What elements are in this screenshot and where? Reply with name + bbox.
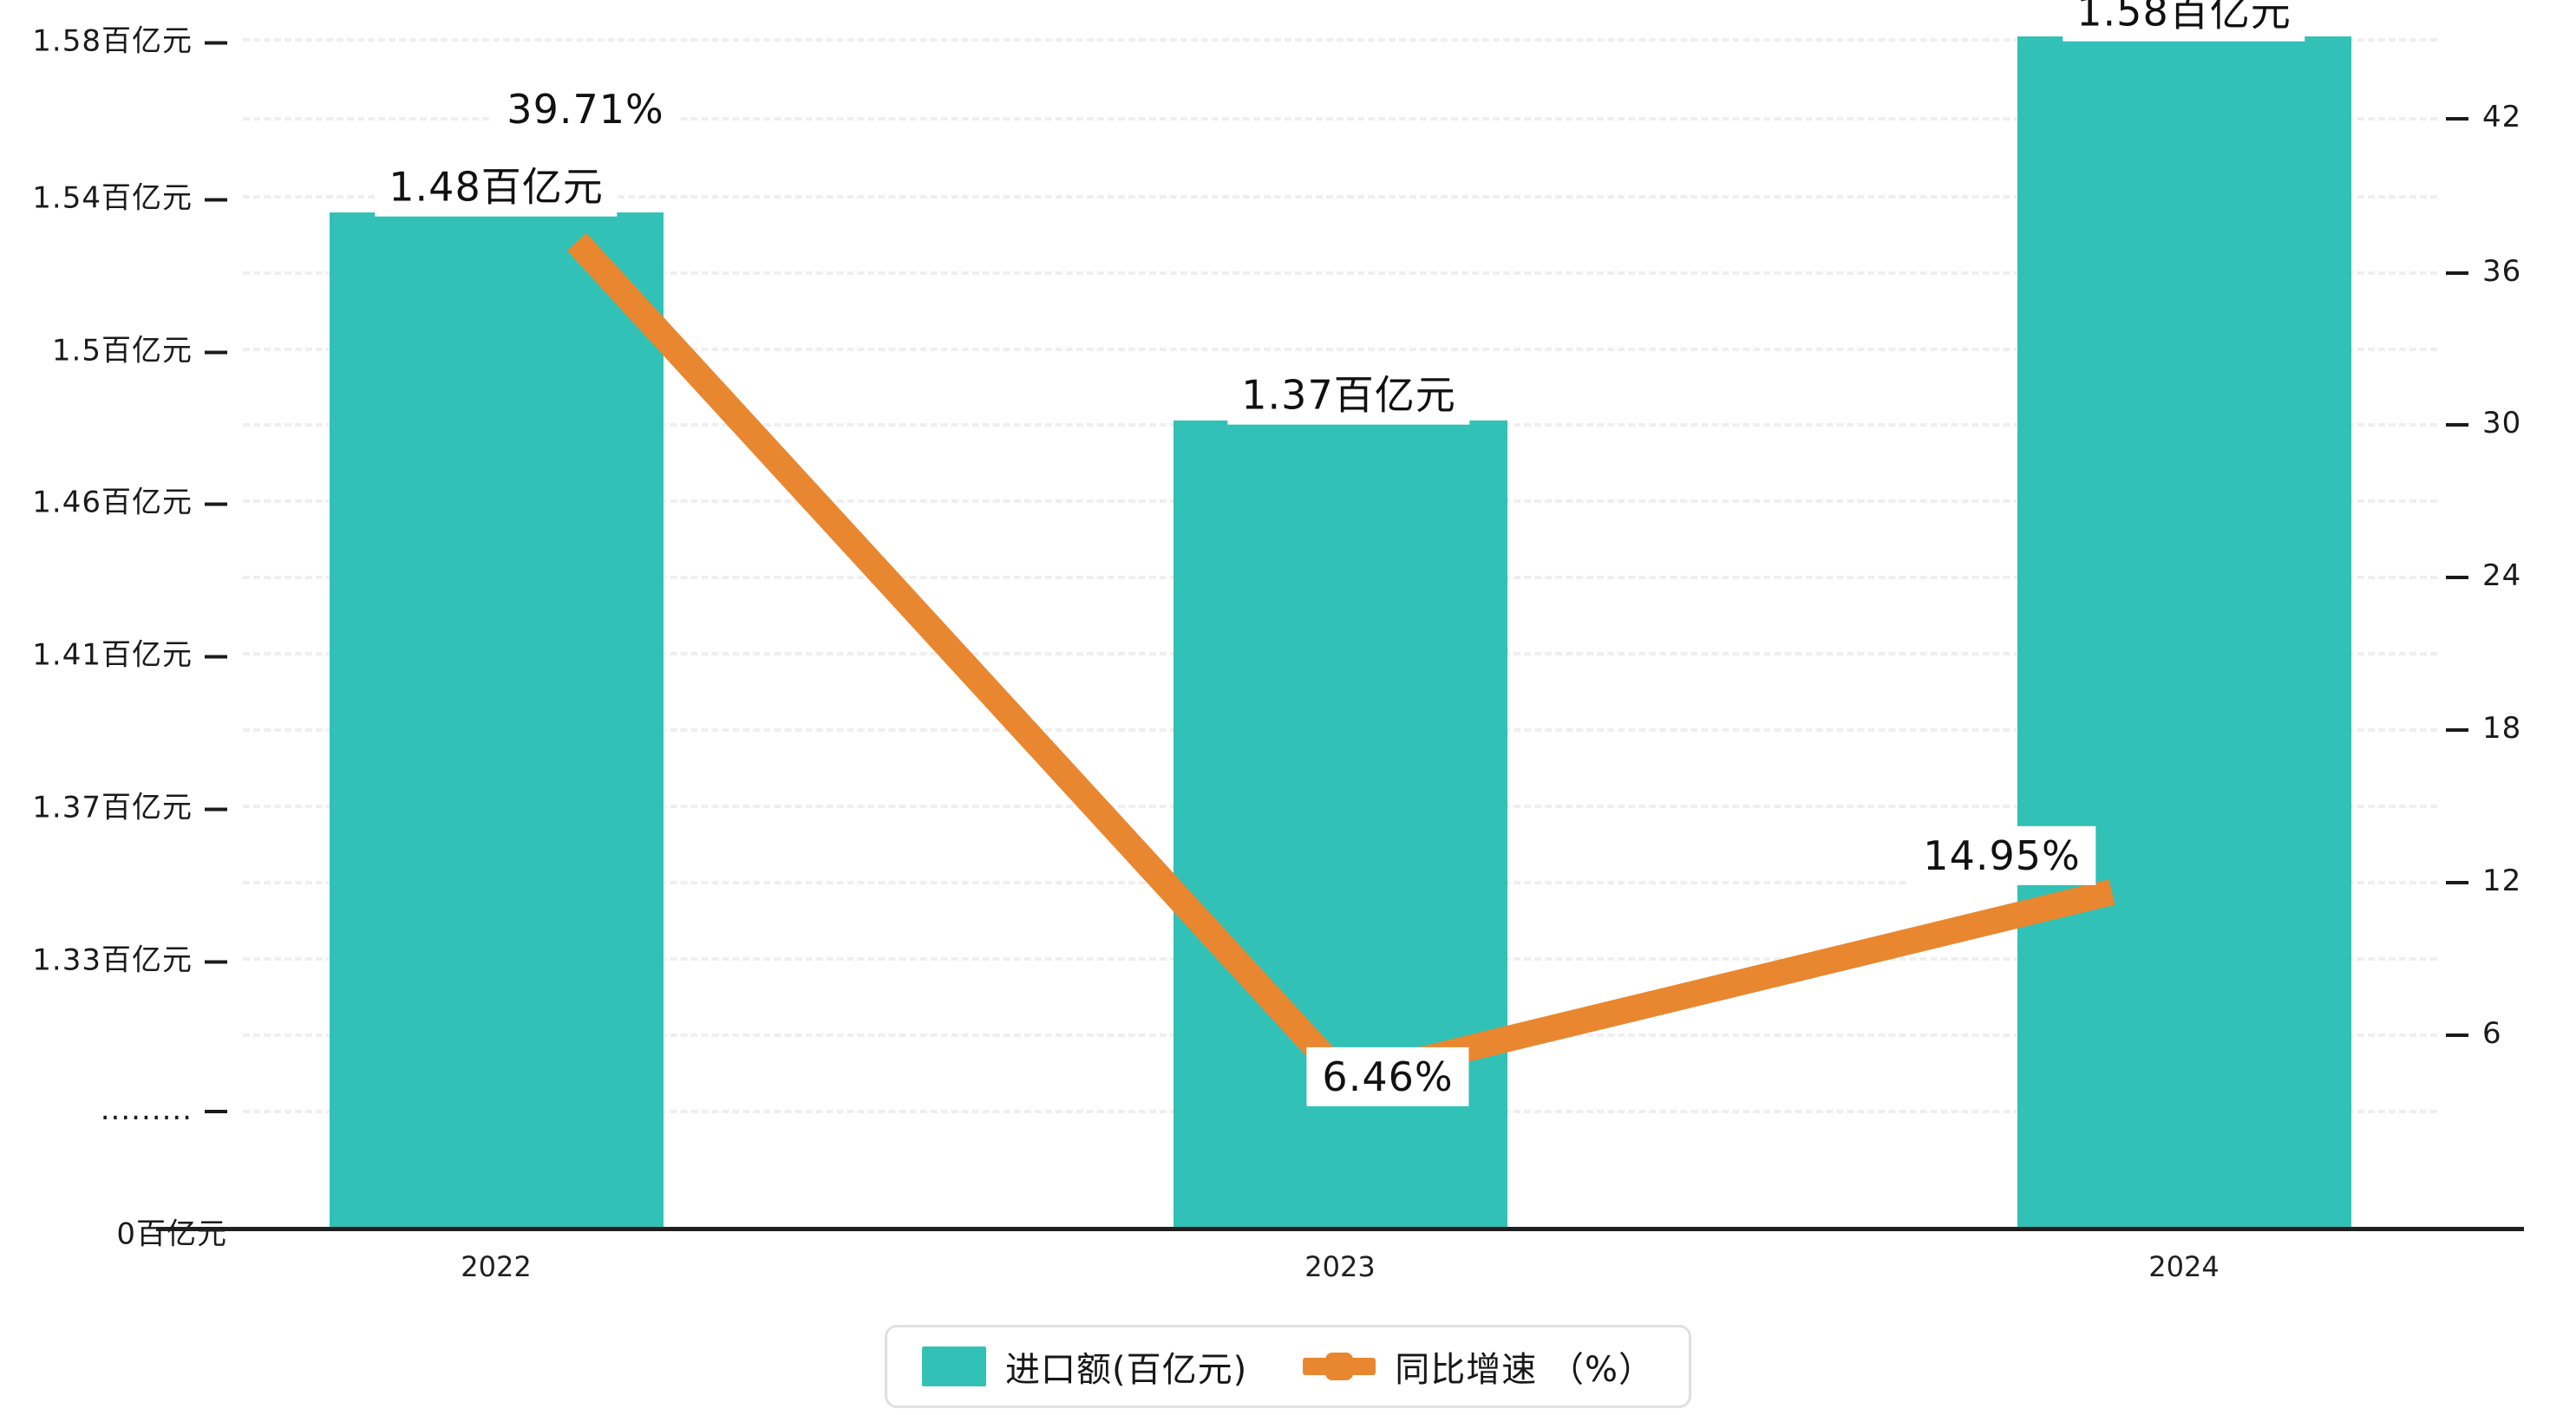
line-value-text: 39.71%	[507, 85, 664, 133]
gridline	[243, 38, 2437, 42]
y-axis-right-tick-label: 18	[2482, 711, 2522, 746]
legend-item-growth-rate[interactable]: 同比增速 （%）	[1303, 1341, 1654, 1392]
plot-area: 1.58百亿元 1.54百亿元 1.5百亿元 1.46百亿元 1.41百亿元 1…	[32, 0, 2524, 1283]
tick-mark-icon	[205, 350, 227, 354]
y-axis-left-tick-label: 1.33百亿元	[32, 942, 193, 978]
tick-mark-icon	[205, 502, 227, 505]
y-axis-right-tick-label: 42	[2482, 100, 2522, 134]
y-axis-left-tick: 1.5百亿元	[52, 327, 243, 369]
legend-bar-swatch-icon	[922, 1347, 987, 1386]
y-axis-left-tick-label: 1.58百亿元	[32, 23, 193, 59]
y-axis-left-tick-label: 1.54百亿元	[32, 180, 193, 216]
legend-label-growth-rate: 同比增速 （%）	[1395, 1350, 1654, 1390]
y-axis-right-tick: 12	[2437, 864, 2521, 898]
tick-mark-icon	[205, 807, 227, 811]
tick-mark-icon	[2446, 116, 2468, 121]
bar-2024[interactable]	[2017, 36, 2351, 1231]
bar-value-label-2023: 1.37百亿元	[1227, 370, 1470, 425]
y-axis-right-tick: 18	[2437, 711, 2521, 746]
tick-mark-icon	[2446, 575, 2468, 579]
x-axis-tick-2023: 2023	[1304, 1250, 1376, 1283]
y-axis-right-tick-label: 24	[2482, 558, 2522, 593]
x-axis-line-extension-right	[2437, 1227, 2524, 1231]
gridline	[243, 195, 2437, 199]
y-axis-left-tick: 1.37百亿元	[32, 784, 243, 826]
y-axis-left-tick-label: 1.5百亿元	[51, 333, 193, 368]
y-axis-left-tick: 1.33百亿元	[32, 936, 243, 979]
tick-mark-icon	[205, 41, 227, 44]
tick-mark-icon	[205, 198, 227, 201]
y-axis-left-tick: 1.58百亿元	[32, 17, 243, 60]
line-value-text: 6.46%	[1322, 1053, 1454, 1100]
y-axis-left-tick-label: 1.37百亿元	[32, 790, 193, 825]
bar-value-label-2022: 1.48百亿元	[375, 162, 618, 217]
tick-mark-icon	[205, 1109, 227, 1113]
tick-mark-icon	[2446, 727, 2468, 732]
chart-legend: 进口额(百亿元) 同比增速 （%）	[885, 1325, 1691, 1408]
tick-mark-icon	[2446, 880, 2468, 884]
line-value-text: 14.95%	[1923, 831, 2081, 879]
bar-value-text: 1.58百亿元	[2076, 0, 2292, 36]
y-axis-left-tick-break: .........	[101, 1092, 243, 1127]
y-axis-right-tick-label: 12	[2482, 864, 2522, 898]
y-axis-left-tick-label: 1.46百亿元	[32, 485, 193, 520]
y-axis-left-tick: 1.41百亿元	[32, 631, 243, 674]
tick-mark-icon	[2446, 422, 2468, 427]
y-axis-right-tick: 6	[2437, 1016, 2502, 1051]
y-axis-left-tick-zero: 0百亿元	[116, 1210, 243, 1253]
y-axis-left-tick-label: 1.41百亿元	[32, 637, 193, 673]
bar-value-text: 1.37百亿元	[1241, 371, 1456, 419]
tick-mark-icon	[2446, 271, 2468, 275]
gridline	[243, 348, 2437, 351]
tick-mark-icon	[205, 960, 227, 963]
x-axis-tick-2022: 2022	[461, 1250, 532, 1283]
legend-label-import-value: 进口额(百亿元)	[1005, 1350, 1248, 1390]
legend-item-import-value[interactable]: 进口额(百亿元)	[922, 1341, 1247, 1392]
y-axis-right-tick: 24	[2437, 558, 2521, 593]
y-axis-right-tick: 30	[2437, 406, 2521, 440]
y-axis-left-tick: 1.46百亿元	[32, 479, 243, 521]
legend-diamond-marker-icon	[1325, 1353, 1354, 1380]
y-axis-right-tick-label: 6	[2482, 1016, 2502, 1051]
tick-mark-icon	[2446, 1033, 2468, 1037]
y-axis-left-tick-label: 0百亿元	[116, 1216, 227, 1252]
gridline	[243, 117, 2437, 121]
y-axis-right-tick-label: 36	[2482, 254, 2522, 289]
gridline	[243, 271, 2437, 275]
y-axis-break-label: .........	[100, 1092, 193, 1127]
y-axis-right-tick-label: 30	[2482, 406, 2522, 440]
x-axis-line-extension-left	[156, 1227, 243, 1231]
bar-value-text: 1.48百亿元	[389, 163, 604, 211]
x-axis-tick-2024: 2024	[2148, 1250, 2220, 1283]
y-axis-right-tick: 42	[2437, 100, 2521, 134]
bar-2022[interactable]	[330, 212, 664, 1231]
legend-line-swatch-icon	[1303, 1347, 1376, 1386]
y-axis-right-tick: 36	[2437, 254, 2521, 289]
bar-value-label-2024: 1.58百亿元	[2063, 0, 2305, 42]
y-axis-left-tick: 1.54百亿元	[32, 174, 243, 217]
line-value-label-2022: 39.71%	[491, 79, 680, 140]
tick-mark-icon	[205, 655, 227, 658]
line-value-label-2023: 6.46%	[1306, 1047, 1469, 1107]
growth-rate-line[interactable]	[566, 232, 2115, 1093]
x-axis-line	[243, 1227, 2437, 1231]
line-value-label-2024: 14.95%	[1907, 825, 2096, 886]
